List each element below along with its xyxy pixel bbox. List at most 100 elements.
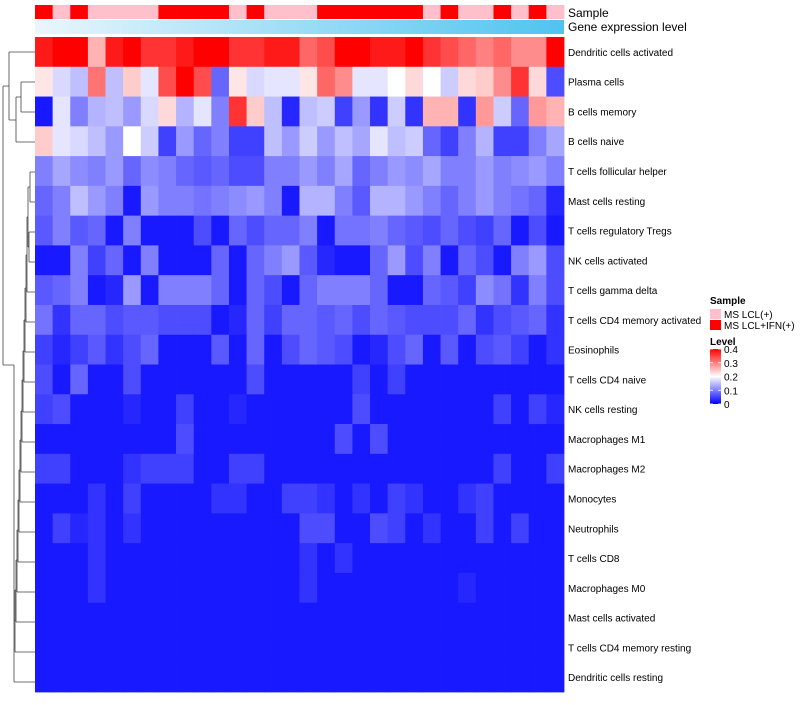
- heatmap-cell: [123, 304, 142, 336]
- heatmap-cell: [228, 453, 247, 484]
- heatmap-cell: [528, 37, 547, 68]
- heatmap-cell: [475, 424, 494, 455]
- sample-annotation-cell: [70, 5, 89, 19]
- heatmap-cell: [123, 453, 142, 484]
- heatmap-cell: [87, 424, 106, 455]
- heatmap-cell: [87, 37, 106, 68]
- heatmap-cell: [52, 424, 71, 455]
- row-label: T cells follicular helper: [568, 167, 667, 178]
- heatmap-cell: [70, 156, 89, 187]
- heatmap-cell: [228, 424, 247, 455]
- row-label: Macrophages M1: [568, 435, 646, 446]
- heatmap-cell: [317, 304, 336, 336]
- gene-expression-bar: [35, 20, 564, 34]
- heatmap-cell: [370, 572, 389, 604]
- sample-annotation-cell: [158, 5, 177, 19]
- row-label: T cells CD4 memory resting: [568, 643, 691, 654]
- heatmap-cell: [511, 483, 530, 514]
- heatmap-cell: [105, 394, 124, 425]
- heatmap-cell: [511, 96, 530, 127]
- sample-annotation-cell: [176, 5, 195, 19]
- heatmap-cell: [317, 334, 336, 365]
- heatmap-cell: [123, 513, 142, 544]
- heatmap-cell: [176, 364, 195, 395]
- heatmap-cell: [193, 96, 212, 127]
- sample-annotation-cell: [264, 5, 283, 19]
- heatmap-cell: [140, 364, 159, 395]
- heatmap-cell: [264, 304, 283, 336]
- heatmap-cell: [87, 662, 106, 693]
- heatmap-cell: [528, 572, 547, 604]
- row-label: T cells CD4 naive: [568, 375, 647, 386]
- heatmap-cell: [405, 364, 424, 395]
- heatmap-cell: [281, 275, 300, 306]
- heatmap-cell: [228, 215, 247, 246]
- heatmap-cell: [299, 156, 318, 187]
- heatmap-cell: [422, 156, 441, 187]
- heatmap-cell: [458, 126, 477, 157]
- heatmap-cell: [193, 304, 212, 336]
- heatmap-cell: [546, 215, 565, 246]
- heatmap-cell: [387, 66, 406, 97]
- heatmap-cell: [35, 37, 54, 68]
- heatmap-cell: [405, 156, 424, 187]
- heatmap-cell: [475, 304, 494, 336]
- heatmap-cell: [70, 37, 89, 68]
- heatmap-cell: [52, 572, 71, 604]
- heatmap-cell: [246, 126, 265, 157]
- heatmap-cell: [176, 215, 195, 246]
- sample-annotation-cell: [370, 5, 389, 19]
- heatmap-cell: [158, 424, 177, 455]
- heatmap-cell: [158, 483, 177, 514]
- heatmap-cell: [228, 394, 247, 425]
- heatmap-cell: [370, 245, 389, 276]
- heatmap-cell: [158, 66, 177, 97]
- heatmap-cell: [228, 572, 247, 604]
- row-label: T cells CD8: [568, 554, 620, 565]
- heatmap-cell: [281, 662, 300, 693]
- heatmap-cell: [475, 156, 494, 187]
- heatmap-cell: [458, 543, 477, 574]
- heatmap-cell: [264, 424, 283, 455]
- heatmap-cell: [123, 394, 142, 425]
- heatmap-cell: [281, 304, 300, 336]
- heatmap-cell: [299, 275, 318, 306]
- heatmap-cell: [35, 185, 54, 217]
- heatmap-cell: [334, 215, 353, 246]
- heatmap-cell: [140, 185, 159, 217]
- sample-annotation-cell: [405, 5, 424, 19]
- heatmap-cell: [264, 602, 283, 633]
- heatmap-cell: [528, 364, 547, 395]
- heatmap-cell: [228, 126, 247, 157]
- heatmap-cell: [370, 424, 389, 455]
- heatmap-cell: [422, 424, 441, 455]
- heatmap-cell: [546, 364, 565, 395]
- heatmap-cell: [405, 602, 424, 633]
- heatmap-cell: [281, 543, 300, 574]
- heatmap-cell: [387, 394, 406, 425]
- heatmap-cell: [105, 275, 124, 306]
- heatmap-cell: [193, 215, 212, 246]
- heatmap-cell: [317, 96, 336, 127]
- heatmap-cell: [193, 513, 212, 544]
- heatmap-cell: [87, 126, 106, 157]
- heatmap-cell: [387, 334, 406, 365]
- heatmap-cell: [511, 453, 530, 484]
- heatmap-cell: [493, 215, 512, 246]
- heatmap-cell: [52, 96, 71, 127]
- heatmap-cell: [387, 37, 406, 68]
- heatmap-cell: [87, 275, 106, 306]
- heatmap-cell: [246, 334, 265, 365]
- heatmap-cell: [87, 632, 106, 663]
- heatmap-cell: [35, 543, 54, 574]
- heatmap-cell: [440, 424, 459, 455]
- heatmap-cell: [70, 96, 89, 127]
- heatmap-cell: [211, 185, 230, 217]
- heatmap-cell: [35, 334, 54, 365]
- heatmap-cell: [70, 66, 89, 97]
- heatmap-cell: [105, 96, 124, 127]
- heatmap-cell: [440, 156, 459, 187]
- heatmap-cell: [528, 215, 547, 246]
- heatmap-cell: [299, 453, 318, 484]
- heatmap-cell: [370, 304, 389, 336]
